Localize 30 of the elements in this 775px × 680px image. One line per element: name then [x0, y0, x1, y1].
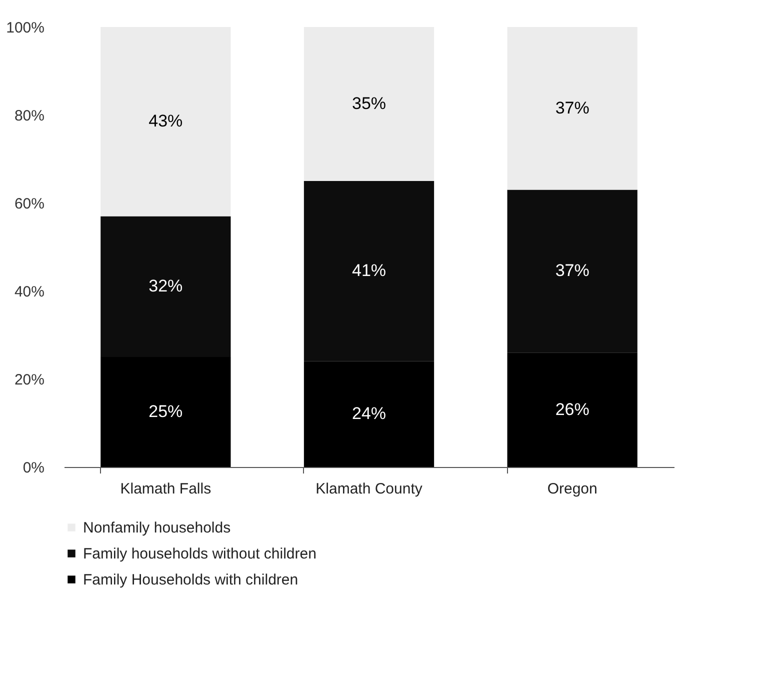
- x-tick-label: Oregon: [547, 480, 598, 498]
- data-label: 26%: [555, 400, 590, 419]
- data-label: 43%: [148, 112, 183, 131]
- y-tick-label: 80%: [14, 108, 44, 124]
- data-label: 32%: [148, 276, 183, 296]
- legend-label: Family households without children: [83, 546, 316, 562]
- y-tick-label: 100%: [6, 20, 44, 36]
- x-tick-label: Klamath Falls: [120, 480, 212, 498]
- y-tick-label: 20%: [14, 372, 44, 388]
- y-tick-label: 40%: [14, 284, 44, 300]
- bar: [507, 352, 638, 467]
- data-label: 24%: [352, 404, 386, 424]
- data-label: 35%: [352, 94, 386, 113]
- y-tick-label: 60%: [14, 196, 44, 212]
- data-label: 37%: [555, 261, 590, 280]
- x-tick-label: Klamath County: [316, 480, 423, 498]
- data-label: 41%: [352, 261, 386, 280]
- data-label: 25%: [148, 402, 183, 421]
- data-label: 37%: [555, 98, 590, 118]
- bar: [304, 27, 434, 181]
- bar: [507, 27, 638, 190]
- bar: [100, 357, 231, 467]
- legend-label: Family Households with children: [83, 572, 298, 588]
- bar: [100, 27, 231, 216]
- bar: [304, 181, 434, 362]
- bar: [507, 190, 638, 353]
- bar: [304, 361, 434, 467]
- y-tick-label: 0%: [22, 460, 44, 476]
- bar: [100, 216, 231, 357]
- legend-label: Nonfamily households: [83, 520, 231, 536]
